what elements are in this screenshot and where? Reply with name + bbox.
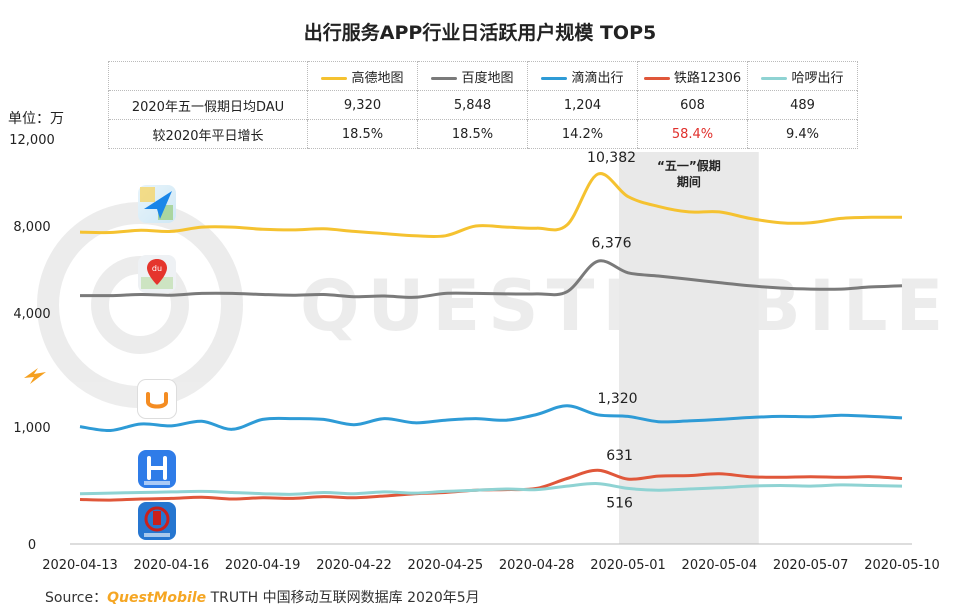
dau-cell: 1,204 — [527, 90, 638, 120]
x-tick-label: 2020-04-28 — [499, 558, 575, 573]
growth-cell: 18.5% — [417, 119, 528, 149]
y-tick-label: 8,000 — [13, 220, 50, 235]
peak-label: 6,376 — [592, 235, 632, 251]
dau-cell: 5,848 — [417, 90, 528, 120]
x-tick-label: 2020-04-16 — [134, 558, 210, 573]
hellobike-lightning-icon — [20, 360, 58, 398]
y-tick-label: 12,000 — [9, 133, 55, 148]
source-brand: QuestMobile — [107, 590, 207, 606]
growth-cell: 18.5% — [307, 119, 418, 149]
railway-12306-icon — [138, 502, 176, 540]
x-tick-label: 2020-05-01 — [590, 558, 666, 573]
watermark: QUESTMOBILE — [37, 202, 943, 408]
railway-swatch — [643, 76, 670, 80]
holiday-label: “五一”假期 — [657, 158, 721, 173]
dau-cell: 9,320 — [307, 90, 418, 120]
x-tick-label: 2020-05-10 — [864, 558, 940, 573]
legend-table: 高德地图 百度地图 滴滴出行 铁路12306 哈啰出行 2020年五一假期日均D… — [108, 61, 858, 149]
legend-name: 滴滴出行 — [571, 70, 624, 86]
legend-name: 高德地图 — [351, 70, 404, 86]
growth-cell: 14.2% — [527, 119, 638, 149]
x-tick-label: 2020-04-19 — [225, 558, 301, 573]
growth-cell-highlight: 58.4% — [637, 119, 748, 149]
series-line-0 — [79, 172, 903, 239]
growth-row-label: 较2020年平日增长 — [108, 119, 308, 149]
amap-swatch — [321, 76, 348, 80]
unit-label: 单位：万 — [8, 111, 64, 127]
legend-name: 百度地图 — [461, 70, 514, 86]
peak-label: 516 — [606, 496, 633, 512]
growth-row: 较2020年平日增长 18.5% 18.5% 14.2% 58.4% 9.4% — [108, 119, 858, 149]
legend-corner — [108, 61, 308, 91]
dau-row-label: 2020年五一假期日均DAU — [108, 90, 308, 120]
source-prefix: Source： — [45, 590, 108, 606]
source-line: Source：QuestMobile TRUTH 中国移动互联网数据库 2020… — [45, 587, 480, 607]
hellobike-swatch — [761, 76, 788, 80]
baidu-map-icon: du — [138, 255, 176, 293]
watermark-logo-icon — [37, 202, 243, 408]
dau-cell: 489 — [747, 90, 858, 120]
x-tick-label: 2020-05-07 — [773, 558, 849, 573]
amap-icon — [138, 185, 176, 223]
didi-swatch — [541, 76, 568, 80]
legend-header-didi: 滴滴出行 — [527, 61, 638, 91]
series-line-1 — [79, 259, 903, 299]
series-line-2 — [79, 404, 903, 433]
y-tick-label: 4,000 — [13, 307, 50, 322]
holiday-label: 期间 — [677, 174, 701, 189]
chart-title: 出行服务APP行业日活跃用户规模 TOP5 — [303, 22, 657, 44]
source-rest: TRUTH 中国移动互联网数据库 2020年5月 — [206, 590, 480, 606]
x-tick-label: 2020-04-22 — [316, 558, 392, 573]
legend-name: 铁路12306 — [673, 70, 742, 86]
svg-text:du: du — [152, 264, 162, 273]
x-tick-label: 2020-04-25 — [408, 558, 484, 573]
legend-header-row: 高德地图 百度地图 滴滴出行 铁路12306 哈啰出行 — [108, 61, 858, 91]
y-tick-label: 1,000 — [13, 421, 50, 436]
legend-name: 哈啰出行 — [791, 70, 844, 86]
x-tick-label: 2020-04-13 — [42, 558, 118, 573]
growth-cell: 9.4% — [747, 119, 858, 149]
y-tick-label: 0 — [28, 538, 36, 553]
dau-cell: 608 — [637, 90, 748, 120]
baidu-swatch — [431, 76, 458, 80]
series-line-4 — [79, 482, 903, 496]
peak-label: 10,382 — [587, 150, 636, 166]
peak-label: 1,320 — [598, 391, 638, 407]
legend-header-baidu: 百度地图 — [417, 61, 528, 91]
legend-header-amap: 高德地图 — [307, 61, 418, 91]
hellobike-icon — [138, 450, 176, 488]
peak-label: 631 — [606, 448, 633, 464]
x-tick-label: 2020-05-04 — [682, 558, 758, 573]
legend-header-hellobike: 哈啰出行 — [747, 61, 858, 91]
dau-row: 2020年五一假期日均DAU 9,320 5,848 1,204 608 489 — [108, 90, 858, 120]
legend-header-railway: 铁路12306 — [637, 61, 748, 91]
didi-icon — [138, 380, 176, 418]
